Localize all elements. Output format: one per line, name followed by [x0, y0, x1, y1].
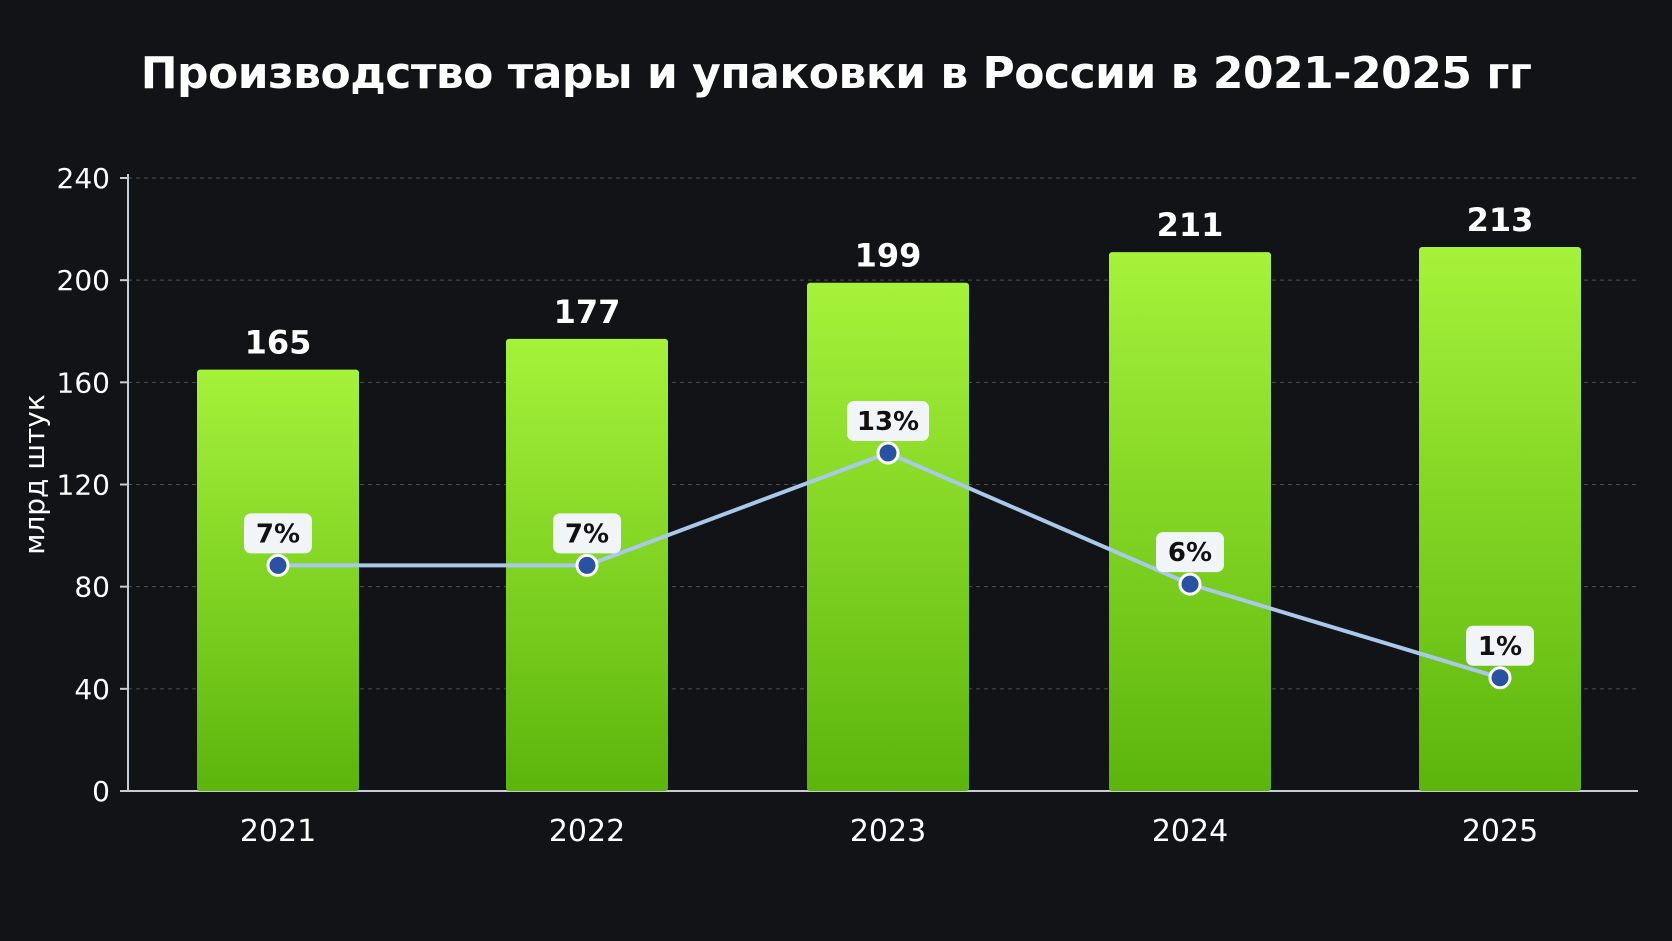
- growth-label: 1%: [1478, 632, 1522, 662]
- y-tick-label: 120: [57, 469, 110, 502]
- growth-label-box: [1156, 532, 1224, 573]
- x-tick-label: 2025: [1462, 814, 1538, 849]
- y-tick-label: 0: [92, 775, 110, 808]
- bar-value-label: 199: [855, 237, 922, 275]
- growth-point: [876, 441, 900, 465]
- growth-line: 7% 7% 13% 6% 1%: [244, 400, 1534, 690]
- y-tick-label: 40: [74, 673, 110, 706]
- y-axis-label: млрд штук: [18, 394, 51, 554]
- growth-point: [1488, 666, 1512, 690]
- y-tick-label: 80: [74, 571, 110, 604]
- x-tick-label: 2023: [850, 814, 926, 849]
- bar-value-label: 177: [554, 293, 621, 331]
- bars: [197, 246, 1581, 792]
- x-tick-label: 2024: [1152, 814, 1228, 849]
- bar: [1419, 246, 1581, 791]
- growth-point: [266, 553, 290, 577]
- bar-value-label: 213: [1467, 201, 1534, 239]
- y-tick-label: 160: [57, 366, 110, 399]
- growth-label-box: [1466, 625, 1534, 666]
- growth-label: 7%: [565, 519, 609, 549]
- bar-value-label: 165: [245, 324, 312, 362]
- growth-point: [575, 553, 599, 577]
- data-labels: 165 177 199 211 213: [245, 201, 1534, 362]
- axes: 0 40 80 120 160 200 240 млрд штук 2021 2022 2023 20…: [18, 162, 1638, 849]
- y-tick-label: 200: [57, 264, 110, 297]
- x-tick-label: 2022: [549, 814, 625, 849]
- growth-label: 13%: [857, 407, 919, 437]
- growth-label-box: [847, 400, 929, 441]
- bar: [197, 369, 359, 791]
- y-tick-label: 240: [57, 162, 110, 195]
- bar: [807, 282, 969, 791]
- x-tick-label: 2021: [240, 814, 316, 849]
- bar-value-label: 211: [1157, 206, 1224, 244]
- growth-point: [1178, 572, 1202, 596]
- chart-title: Производство тары и упаковки в России в …: [140, 48, 1532, 99]
- bar: [1109, 252, 1271, 792]
- growth-label-box: [553, 513, 621, 554]
- growth-label: 7%: [256, 519, 300, 549]
- growth-label: 6%: [1168, 538, 1212, 568]
- growth-label-box: [244, 513, 312, 554]
